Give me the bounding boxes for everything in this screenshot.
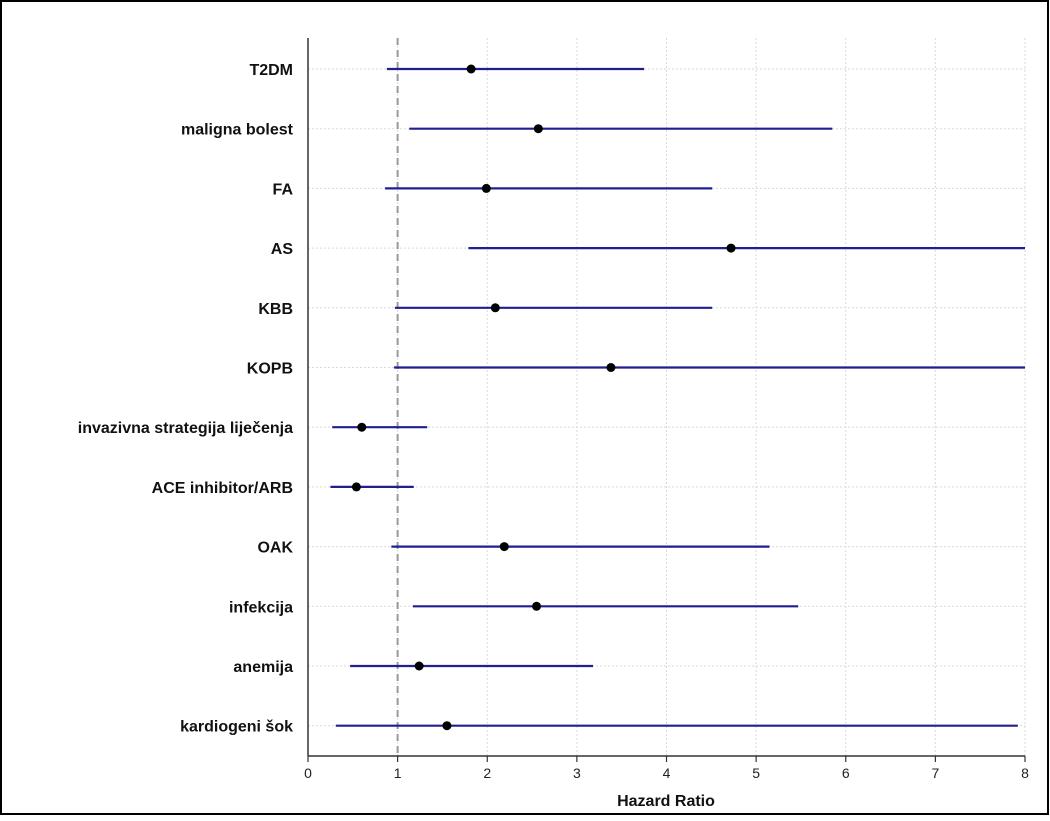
x-tick-label-1: 1	[394, 765, 402, 781]
hr-point-infekcija	[532, 601, 542, 611]
x-tick-label-4: 4	[663, 765, 671, 781]
row-label-t2dm: T2DM	[249, 62, 293, 79]
x-tick-label-8: 8	[1021, 765, 1029, 781]
hr-point-oak	[499, 542, 509, 552]
row-label-infekcija: infekcija	[229, 599, 293, 616]
x-tick-label-6: 6	[842, 765, 850, 781]
hr-point-kbb	[490, 303, 500, 313]
hr-point-t2dm	[466, 64, 476, 74]
hr-point-ace-inhibitor-arb	[351, 482, 361, 492]
row-label-kopb: KOPB	[247, 361, 293, 378]
row-label-fa: FA	[273, 181, 294, 198]
row-label-kbb: KBB	[258, 301, 293, 318]
row-label-anemija: anemija	[233, 659, 293, 676]
x-tick-label-7: 7	[931, 765, 939, 781]
forest-rows: T2DM maligna bolest FA AS KBB KOPB invazivna s…	[78, 62, 1025, 736]
hr-point-as	[726, 243, 736, 253]
row-label-invazivna-strategija-lije-enja: invazivna strategija liječenja	[78, 420, 293, 437]
hr-point-kopb	[606, 363, 616, 372]
x-axis-title: Hazard Ratio	[617, 793, 715, 810]
row-label-oak: OAK	[257, 540, 293, 557]
hr-point-maligna-bolest	[533, 124, 543, 134]
x-axis: 0 1 2 3 4 5 6 7 8	[304, 38, 1029, 781]
hr-point-invazivna-strategija-lije-enja	[357, 422, 367, 432]
row-label-kardiogeni-ok: kardiogeni šok	[180, 719, 293, 736]
x-tick-label-2: 2	[483, 765, 491, 781]
row-label-ace-inhibitor-arb: ACE inhibitor/ARB	[152, 480, 293, 497]
x-tick-label-3: 3	[573, 765, 581, 781]
hr-point-anemija	[414, 661, 424, 671]
x-tick-label-5: 5	[752, 765, 760, 781]
row-label-maligna-bolest: maligna bolest	[181, 122, 294, 139]
x-tick-label-0: 0	[304, 765, 312, 781]
hr-point-fa	[481, 183, 491, 193]
row-label-as: AS	[271, 241, 294, 258]
hr-point-kardiogeni-ok	[442, 721, 452, 731]
